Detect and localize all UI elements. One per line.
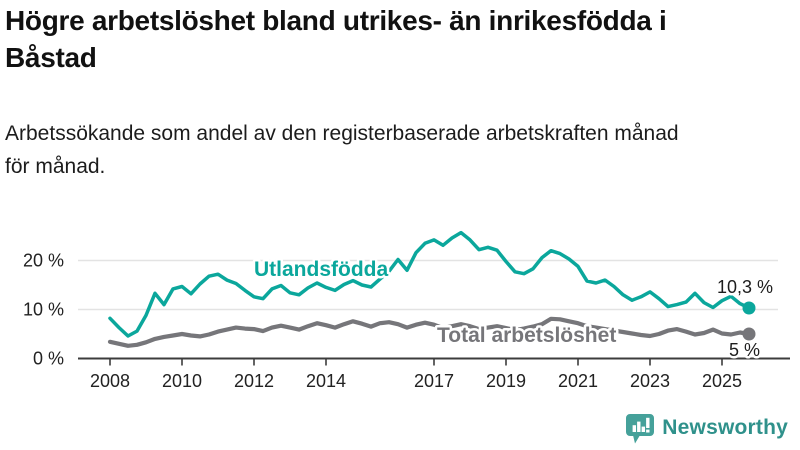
x-axis-tick-label: 2023 [630, 371, 670, 391]
series-end-dot-total [742, 327, 756, 341]
series-label-utlandsfodda: Utlandsfödda [254, 258, 388, 281]
title-line-1: Högre arbetslöshet bland utrikes- än inr… [5, 5, 667, 36]
y-axis-tick-label: 0 % [33, 349, 64, 369]
page-title: Högre arbetslöshet bland utrikes- än inr… [5, 2, 797, 76]
chart-subtitle: Arbetssökande som andel av den registerb… [5, 117, 793, 183]
series-label-total: Total arbetslöshet [437, 324, 616, 347]
brand-name: Newsworthy [662, 416, 788, 439]
newsworthy-logo[interactable]: Newsworthy [625, 410, 788, 446]
series-end-value-utlandsfodda: 10,3 % [717, 277, 773, 297]
series-line-total [107, 316, 752, 348]
x-axis-tick-label: 2025 [702, 371, 742, 391]
subtitle-line-2: för månad. [5, 155, 106, 178]
series-end-value-total: 5 % [729, 340, 760, 360]
x-axis-tick-label: 2010 [162, 371, 202, 391]
x-axis-tick-label: 2014 [306, 371, 346, 391]
series-line-utlandsfodda [108, 230, 751, 338]
x-axis-tick-label: 2008 [90, 371, 130, 391]
y-axis-tick-label: 20 % [23, 251, 64, 271]
x-axis-tick-label: 2012 [234, 371, 274, 391]
series-end-dot-utlandsfodda [742, 301, 756, 315]
subtitle-line-1: Arbetssökande som andel av den registerb… [5, 122, 679, 145]
x-axis-tick-label: 2021 [558, 371, 598, 391]
x-axis-tick-label: 2019 [486, 371, 526, 391]
title-line-2: Båstad [5, 42, 97, 73]
x-axis-tick-label: 2017 [414, 371, 454, 391]
bar-chart-speech-bubble-icon [626, 413, 655, 443]
y-axis-tick-label: 10 % [23, 300, 64, 320]
